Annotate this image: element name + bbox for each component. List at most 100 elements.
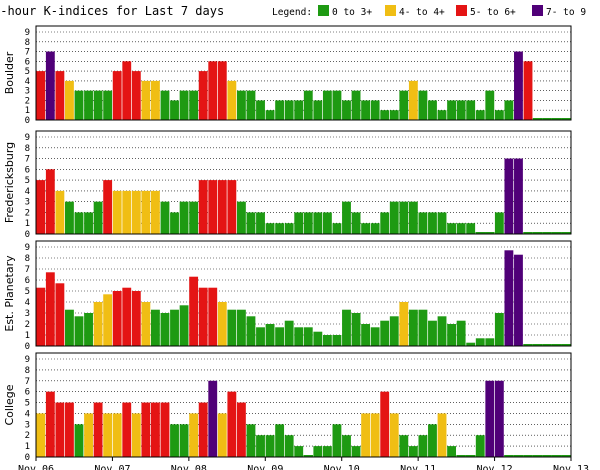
bar (437, 316, 447, 346)
bar (122, 61, 132, 120)
bar (513, 455, 524, 457)
bar (514, 254, 523, 346)
bar (542, 344, 552, 346)
bar (561, 455, 571, 457)
bar (217, 180, 227, 234)
panel-frame (35, 352, 572, 458)
bar (93, 402, 103, 457)
bar (122, 402, 132, 457)
bar (275, 327, 285, 346)
y-tick-label: 1 (25, 442, 30, 452)
bar (74, 212, 84, 234)
legend-text-1: 4- to 4+ (399, 7, 445, 18)
bar (542, 118, 552, 120)
bar (65, 309, 74, 346)
bar (399, 90, 409, 120)
bar (447, 100, 457, 120)
bar (256, 212, 265, 234)
y-tick-label: 2 (25, 431, 30, 441)
bar (198, 180, 208, 234)
bar (236, 201, 246, 234)
bar (504, 250, 514, 346)
bar (313, 331, 323, 346)
bar (494, 110, 504, 120)
bar (103, 413, 113, 457)
bar (561, 344, 571, 346)
bar (170, 100, 179, 120)
bar (351, 313, 361, 346)
chart-title: 3-hour K-indices for Last 7 days (0, 4, 224, 18)
bar (84, 90, 93, 120)
bar (313, 212, 323, 234)
bar (399, 302, 409, 346)
bar (208, 61, 218, 120)
bar (227, 180, 237, 234)
bar (322, 90, 332, 120)
bar (294, 212, 304, 234)
bar (150, 309, 160, 346)
bar (55, 71, 65, 120)
panels: 0123456789Boulder0123456789Fredericksbur… (3, 25, 572, 463)
y-tick-label: 5 (25, 67, 30, 77)
bar (84, 313, 93, 346)
bar (246, 316, 256, 346)
bar (475, 110, 485, 120)
bar (361, 100, 371, 120)
bar (93, 201, 103, 234)
bar (112, 71, 122, 120)
bar (236, 309, 246, 346)
bar (303, 455, 314, 457)
bar (217, 61, 227, 120)
y-tick-label: 0 (25, 453, 30, 463)
bar (551, 232, 562, 234)
bar (332, 90, 342, 120)
bar (112, 291, 122, 346)
bar (303, 212, 313, 234)
bar (189, 276, 199, 346)
bar (418, 212, 428, 234)
bar (456, 223, 466, 234)
bar (303, 327, 313, 346)
bar (428, 424, 437, 457)
bar (150, 190, 160, 234)
bar (208, 180, 218, 234)
bar (198, 71, 208, 120)
bar (447, 446, 457, 457)
bar (361, 223, 371, 234)
bar (514, 51, 523, 120)
bar (504, 455, 514, 457)
bar (217, 413, 227, 457)
bar (408, 201, 418, 234)
bar (485, 338, 495, 346)
y-tick-label: 9 (25, 355, 30, 365)
bar (399, 435, 409, 457)
bar (246, 90, 256, 120)
legend-swatch-0 (318, 5, 329, 16)
legend-label: Legend: (272, 7, 312, 18)
y-tick-label: 4 (25, 298, 30, 308)
bar (74, 424, 84, 457)
bar (380, 110, 390, 120)
bar (370, 100, 380, 120)
bar (122, 190, 132, 234)
bar (351, 90, 361, 120)
bar (322, 212, 332, 234)
bar (103, 90, 113, 120)
bar (361, 413, 371, 457)
bar (74, 316, 84, 346)
bar (370, 413, 380, 457)
bar (198, 287, 208, 346)
bar (150, 80, 160, 120)
bar (141, 190, 151, 234)
bar (217, 302, 227, 346)
y-tick-label: 7 (25, 377, 30, 387)
bar (179, 90, 189, 120)
x-tick-label: Nov 08 (171, 464, 207, 470)
bar (456, 455, 466, 457)
y-tick-label: 7 (25, 48, 30, 58)
bar (523, 455, 533, 457)
bar (284, 100, 294, 120)
bar (322, 446, 332, 457)
